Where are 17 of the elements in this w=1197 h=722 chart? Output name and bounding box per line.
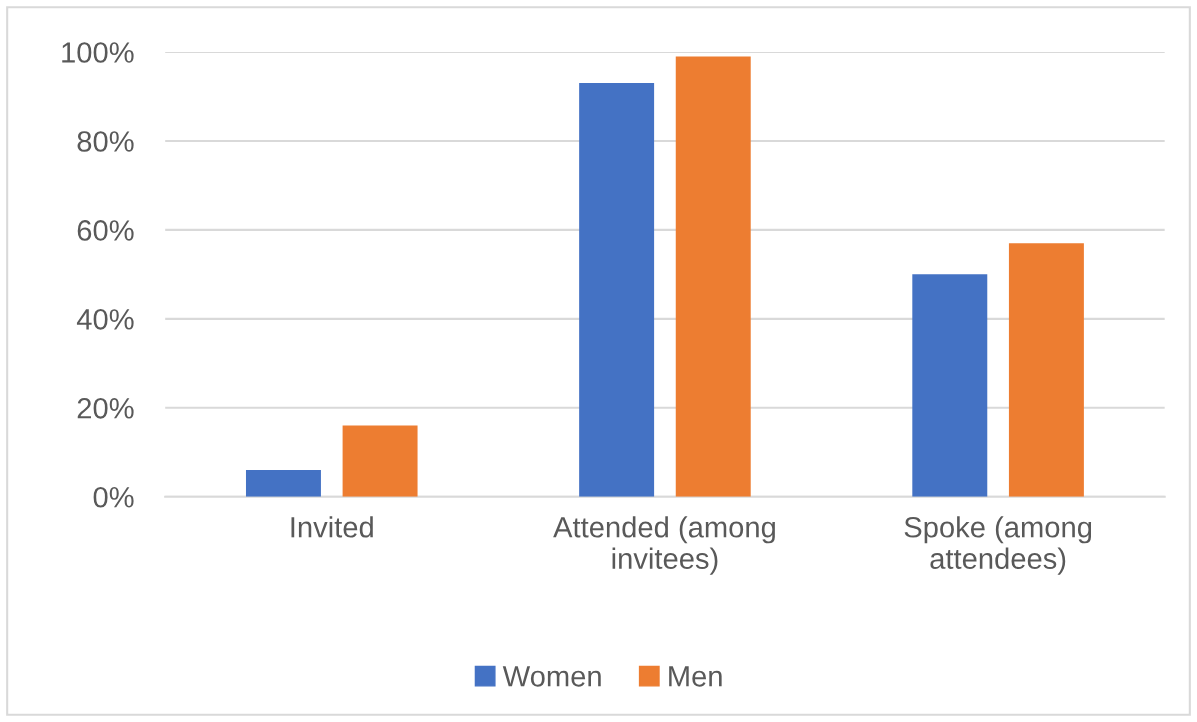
y-tick-label: 20%: [77, 397, 134, 419]
y-tick-label: 60%: [77, 220, 134, 241]
x-tick-label: Invited: [291, 516, 373, 538]
x-tick-label: Spoke (among attendees): [904, 516, 1092, 575]
y-tick-label: 100%: [62, 42, 134, 63]
bar: [245, 470, 321, 497]
bar: [342, 425, 418, 497]
x-tick-label: Attended (among invitees): [553, 516, 775, 575]
y-tick-label: 40%: [76, 309, 134, 330]
legend-label: Men: [669, 666, 722, 687]
bar: [1008, 243, 1084, 497]
y-tick-label: 80%: [77, 131, 134, 152]
bar: [912, 274, 988, 497]
bar: [675, 56, 751, 497]
y-tick-label: 0%: [93, 486, 134, 508]
legend-label: Women: [502, 666, 601, 687]
bar: [579, 83, 655, 497]
